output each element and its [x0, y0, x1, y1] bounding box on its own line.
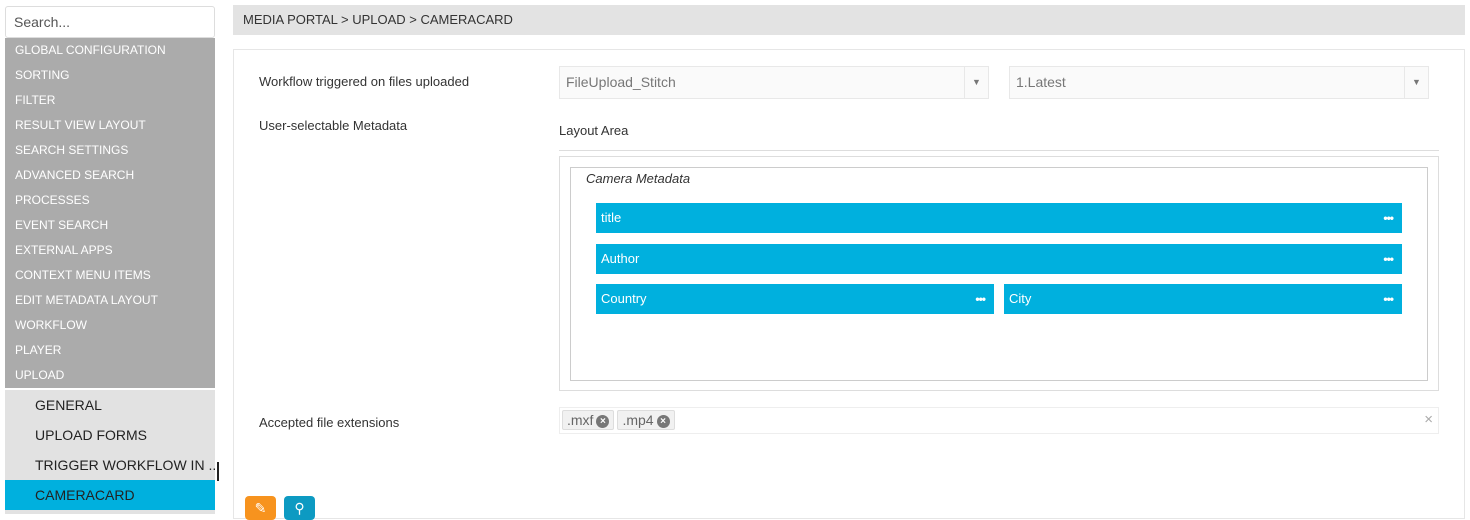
sidebar-subitem-general[interactable]: GENERAL	[35, 397, 102, 413]
field-label: City	[1009, 291, 1032, 306]
chevron-down-icon: ▼	[964, 67, 988, 98]
breadcrumb: MEDIA PORTAL > UPLOAD > CAMERACARD	[233, 5, 1465, 35]
more-icon[interactable]: •••	[975, 292, 986, 306]
sidebar-item-processes[interactable]: PROCESSES	[15, 193, 90, 207]
remove-icon[interactable]: ×	[656, 414, 670, 428]
camera-metadata-group	[570, 167, 1428, 381]
field-country[interactable]: Country •••	[596, 284, 994, 314]
sidebar-item-workflow[interactable]: WORKFLOW	[15, 318, 87, 332]
field-author[interactable]: Author •••	[596, 244, 1402, 274]
group-title: Camera Metadata	[586, 171, 691, 186]
field-label: Author	[601, 251, 640, 266]
sidebar-item-external-apps[interactable]: EXTERNAL APPS	[15, 243, 113, 257]
sidebar-item-edit-metadata-layout[interactable]: EDIT METADATA LAYOUT	[15, 293, 158, 307]
more-icon[interactable]: •••	[1383, 292, 1394, 306]
layout-area	[559, 156, 1439, 391]
sidebar-item-player[interactable]: PLAYER	[15, 343, 62, 357]
edit-button[interactable]: ✎	[245, 496, 276, 520]
binoculars-icon: ⚲	[294, 500, 305, 516]
divider	[559, 150, 1439, 151]
more-icon[interactable]: •••	[1383, 211, 1394, 225]
more-icon[interactable]: •••	[1383, 252, 1394, 266]
sidebar-item-result-view-layout[interactable]: RESULT VIEW LAYOUT	[15, 118, 146, 132]
edit-icon: ✎	[254, 500, 267, 516]
sidebar-item-event-search[interactable]: EVENT SEARCH	[15, 218, 109, 232]
workflow-select[interactable]: FileUpload_Stitch ▼	[559, 66, 989, 99]
version-value: 1.Latest	[1016, 74, 1066, 90]
sidebar-subitem-upload-forms[interactable]: UPLOAD FORMS	[35, 427, 148, 443]
search-input[interactable]	[5, 6, 215, 38]
clear-icon[interactable]: ×	[1424, 411, 1433, 428]
field-title[interactable]: title •••	[596, 203, 1402, 233]
sidebar-item-search-settings[interactable]: SEARCH SETTINGS	[15, 143, 129, 157]
sidebar-subitem-cameracard[interactable]: CAMERACARD	[5, 480, 215, 510]
view-button[interactable]: ⚲	[284, 496, 315, 520]
version-select[interactable]: 1.Latest ▼	[1009, 66, 1429, 99]
sidebar-subitem-trigger-workflow[interactable]: TRIGGER WORKFLOW IN ...	[35, 457, 215, 473]
sidebar-menu: GLOBAL CONFIGURATION SORTING FILTER RESU…	[5, 38, 215, 388]
metadata-label: User-selectable Metadata	[259, 118, 408, 133]
upload-submenu: GENERAL UPLOAD FORMS TRIGGER WORKFLOW IN…	[5, 390, 215, 514]
extension-tag: .mxf ×	[562, 410, 615, 430]
workflow-label: Workflow triggered on files uploaded	[259, 74, 470, 89]
resize-handle[interactable]	[217, 462, 219, 481]
chevron-down-icon: ▼	[1404, 67, 1428, 98]
sidebar-item-upload[interactable]: UPLOAD	[15, 368, 65, 382]
field-city[interactable]: City •••	[1004, 284, 1402, 314]
layout-area-label: Layout Area	[559, 123, 629, 138]
tag-label: .mxf	[567, 412, 594, 428]
remove-icon[interactable]: ×	[596, 414, 610, 428]
extensions-label: Accepted file extensions	[259, 415, 400, 430]
tag-label: .mp4	[622, 412, 654, 428]
field-label: Country	[601, 291, 647, 306]
sidebar-item-context-menu-items[interactable]: CONTEXT MENU ITEMS	[15, 268, 151, 282]
workflow-value: FileUpload_Stitch	[566, 74, 676, 90]
sidebar-item-global-configuration[interactable]: GLOBAL CONFIGURATION	[15, 43, 166, 57]
extensions-input[interactable]: .mxf × .mp4 × ×	[559, 407, 1439, 434]
extension-tag: .mp4 ×	[617, 410, 675, 430]
sidebar-item-sorting[interactable]: SORTING	[15, 68, 70, 82]
sidebar-item-filter[interactable]: FILTER	[15, 93, 56, 107]
field-label: title	[601, 210, 622, 225]
sidebar-item-advanced-search[interactable]: ADVANCED SEARCH	[15, 168, 135, 182]
